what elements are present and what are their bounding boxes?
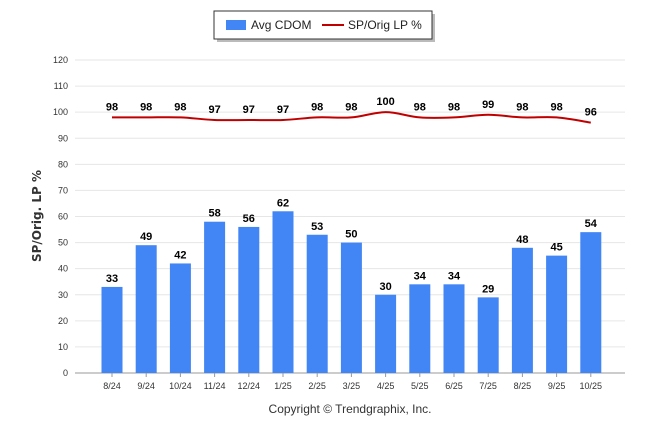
x-tick-label: 3/25: [343, 381, 361, 391]
bar-value-label: 34: [448, 270, 461, 282]
y-tick-label: 100: [53, 107, 68, 117]
x-tick-label: 9/25: [548, 381, 566, 391]
y-tick-label: 50: [58, 238, 68, 248]
line-value-label: 99: [482, 99, 494, 111]
x-tick-label: 1/25: [274, 381, 292, 391]
bar-value-label: 56: [243, 213, 255, 225]
bar: [101, 286, 123, 373]
bar-value-label: 54: [585, 218, 598, 230]
legend-label-bars: Avg CDOM: [251, 18, 311, 32]
bar: [238, 226, 260, 373]
bar-value-label: 45: [550, 242, 562, 254]
bar: [340, 242, 362, 373]
y-axis-ticks: 0 10 20 30 40 50 60 70 80 90 100 110 120: [53, 55, 68, 378]
line-series: 98 98 98 97 97 97 98 98 100 98 98 99 98 98 96: [106, 96, 597, 124]
line-value-label: 98: [106, 101, 118, 113]
x-tick-label: 6/25: [445, 381, 463, 391]
line-value-label: 98: [345, 101, 357, 113]
bar: [169, 263, 191, 373]
line-value-label: 98: [311, 101, 323, 113]
x-tick-label: 9/24: [137, 381, 155, 391]
x-tick-label: 12/24: [238, 381, 261, 391]
bar-value-label: 29: [482, 283, 494, 295]
bar: [511, 247, 533, 373]
legend-swatch-bars: [226, 20, 246, 30]
line-value-label: 100: [376, 96, 394, 108]
bar-value-label: 30: [379, 281, 391, 293]
copyright: Copyright © Trendgraphix, Inc.: [269, 402, 432, 416]
bar-value-label: 62: [277, 197, 289, 209]
legend-label-line: SP/Orig LP %: [348, 18, 422, 32]
line-series-path: [112, 111, 591, 124]
y-tick-label: 40: [58, 264, 68, 274]
bar: [546, 255, 568, 373]
line-value-label: 98: [174, 101, 186, 113]
bars: 33 49 42 58 56 62 53 50 30 34 34 29 48 45 54: [101, 197, 602, 373]
bar-value-label: 58: [208, 208, 220, 220]
x-tick-label: 11/24: [204, 381, 226, 391]
line-value-label: 96: [585, 107, 597, 119]
bar-value-label: 42: [174, 249, 186, 261]
line-value-label: 97: [208, 104, 220, 116]
x-tick-label: 4/25: [377, 381, 395, 391]
line-value-label: 98: [140, 101, 152, 113]
bar: [409, 284, 431, 373]
x-axis-ticks: 8/24 9/24 10/24 11/24 12/24 1/25 2/25 3/25 4/25 5…: [103, 373, 602, 391]
y-tick-label: 110: [54, 81, 68, 91]
bar-value-label: 50: [345, 229, 357, 241]
x-tick-label: 10/25: [580, 381, 603, 391]
bar: [443, 284, 465, 373]
line-value-label: 97: [277, 104, 289, 116]
line-value-label: 98: [516, 101, 528, 113]
line-value-label: 98: [550, 101, 562, 113]
bar: [204, 221, 226, 373]
line-value-label: 98: [414, 101, 426, 113]
bar-value-label: 49: [140, 231, 152, 243]
bar-value-label: 53: [311, 221, 323, 233]
bar-value-label: 48: [516, 234, 528, 246]
y-tick-label: 90: [58, 133, 68, 143]
bar: [272, 211, 294, 373]
x-tick-label: 7/25: [479, 381, 497, 391]
bar-value-label: 33: [106, 273, 118, 285]
y-tick-label: 10: [58, 342, 68, 352]
y-tick-label: 20: [58, 316, 68, 326]
y-tick-label: 80: [58, 159, 68, 169]
y-tick-label: 60: [58, 212, 68, 222]
y-tick-label: 0: [63, 368, 68, 378]
x-tick-label: 5/25: [411, 381, 429, 391]
y-tick-label: 120: [53, 55, 68, 65]
line-value-label: 97: [243, 104, 255, 116]
legend: Avg CDOM SP/Orig LP %: [213, 10, 435, 42]
y-tick-label: 30: [58, 290, 68, 300]
bar: [306, 234, 328, 373]
x-tick-label: 8/25: [514, 381, 532, 391]
x-tick-label: 10/24: [169, 381, 192, 391]
y-tick-label: 70: [58, 185, 68, 195]
bar: [375, 294, 397, 373]
bar: [477, 297, 499, 373]
bar-value-label: 34: [414, 270, 427, 282]
bar: [580, 232, 602, 373]
line-value-label: 98: [448, 101, 460, 113]
y-axis-label: SP/Orig. LP %: [30, 170, 44, 262]
x-tick-label: 2/25: [308, 381, 326, 391]
x-tick-label: 8/24: [103, 381, 121, 391]
bar: [135, 245, 157, 373]
